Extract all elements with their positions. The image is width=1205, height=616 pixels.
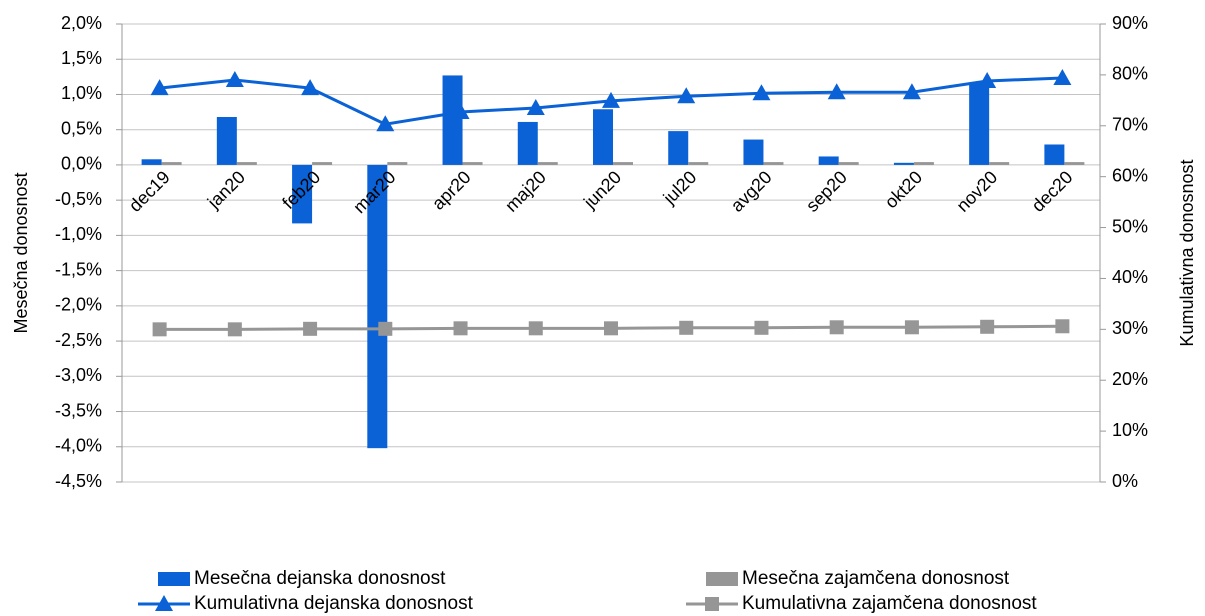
line-marker — [1053, 68, 1072, 85]
y2-tick-label: 30% — [1112, 318, 1148, 338]
bar — [292, 164, 313, 224]
x-tick-label: jan20 — [203, 167, 249, 213]
x-tick-label: jul20 — [659, 167, 701, 209]
y2-tick-label: 40% — [1112, 267, 1148, 287]
y-tick-label: -3,5% — [55, 400, 102, 420]
line-marker — [451, 103, 470, 120]
line-marker — [225, 70, 244, 87]
y2-tick-label: 70% — [1112, 115, 1148, 135]
legend-label: Mesečna dejanska donosnost — [194, 568, 446, 589]
y-tick-label: -1,0% — [55, 224, 102, 244]
line-marker — [227, 322, 242, 337]
line-marker — [978, 71, 997, 88]
legend-label: Kumulativna dejanska donosnost — [194, 593, 474, 614]
bar — [913, 162, 934, 165]
bar — [537, 162, 558, 165]
line-marker — [902, 83, 921, 100]
bar — [613, 162, 633, 165]
bar — [442, 75, 463, 165]
y2-tick-label: 10% — [1112, 420, 1148, 440]
line-marker — [754, 320, 769, 335]
line-marker — [303, 321, 318, 336]
line-marker — [904, 320, 919, 335]
line-marker — [378, 321, 393, 336]
line-marker — [752, 84, 771, 101]
y-tick-label: 1,5% — [61, 48, 102, 68]
line-marker — [150, 79, 169, 96]
bar — [1064, 162, 1085, 165]
line-marker — [829, 320, 844, 335]
y-tick-label: 0,0% — [61, 154, 102, 174]
y2-axis-label: Kumulativna donosnost — [1177, 159, 1197, 346]
line-marker — [679, 320, 694, 335]
y-tick-label: -2,0% — [55, 295, 102, 315]
y-tick-label: -4,5% — [55, 471, 102, 491]
line-marker — [526, 98, 545, 115]
y-tick-label: -1,5% — [55, 259, 102, 279]
bar — [989, 162, 1010, 165]
legend-label: Kumulativna zajamčena donosnost — [742, 593, 1037, 614]
bar — [763, 162, 784, 165]
x-tick-label: avg20 — [727, 167, 776, 216]
x-tick-label: jun20 — [579, 167, 625, 213]
x-tick-label: okt20 — [881, 167, 926, 212]
y-tick-label: -0,5% — [55, 189, 102, 209]
bar — [161, 162, 182, 165]
y2-tick-label: 80% — [1112, 64, 1148, 84]
line-marker — [827, 83, 846, 100]
line-marker — [453, 321, 468, 336]
bar — [462, 162, 483, 165]
y-tick-label: -3,0% — [55, 365, 102, 385]
line-marker — [1055, 319, 1070, 334]
x-tick-label: maj20 — [501, 167, 550, 216]
bar — [236, 162, 257, 165]
bar — [517, 121, 538, 165]
y2-tick-label: 60% — [1112, 165, 1148, 185]
bar — [593, 109, 613, 165]
y2-tick-label: 90% — [1112, 13, 1148, 33]
y-tick-label: -4,0% — [55, 436, 102, 456]
y-tick-label: 0,5% — [61, 118, 102, 138]
bar — [969, 82, 990, 165]
x-tick-label: dec20 — [1028, 167, 1077, 216]
y-tick-label: 1,0% — [61, 83, 102, 103]
line-marker — [528, 321, 543, 336]
legend-swatch — [158, 572, 190, 586]
line-marker — [152, 322, 167, 337]
x-tick-label: dec19 — [125, 167, 174, 216]
legend-marker — [155, 595, 173, 611]
y-axis-label: Mesečna donosnost — [11, 172, 31, 333]
bar — [387, 162, 408, 165]
bar — [216, 117, 237, 165]
y2-tick-label: 20% — [1112, 369, 1148, 389]
bar — [367, 164, 388, 449]
y-tick-label: 2,0% — [61, 13, 102, 33]
bar — [668, 131, 689, 165]
bar — [743, 139, 764, 165]
line-marker — [301, 79, 320, 96]
bar — [141, 159, 162, 165]
line-marker — [376, 115, 395, 132]
y-tick-label: -2,5% — [55, 330, 102, 350]
x-tick-label: sep20 — [802, 167, 851, 216]
bar — [688, 162, 709, 165]
line-marker — [980, 319, 995, 334]
bar — [893, 162, 914, 165]
bar — [818, 156, 839, 165]
bar — [838, 162, 859, 165]
bar — [312, 162, 333, 165]
bar — [1044, 144, 1065, 165]
line-marker — [677, 87, 696, 104]
legend-swatch — [706, 572, 738, 586]
legend-marker — [705, 597, 719, 611]
x-tick-label: nov20 — [953, 167, 1002, 216]
line-marker — [604, 321, 618, 336]
y2-tick-label: 0% — [1112, 471, 1138, 491]
x-tick-label: apr20 — [428, 167, 475, 214]
legend-label: Mesečna zajamčena donosnost — [742, 568, 1010, 589]
y2-tick-label: 50% — [1112, 216, 1148, 236]
line-marker — [602, 91, 620, 108]
